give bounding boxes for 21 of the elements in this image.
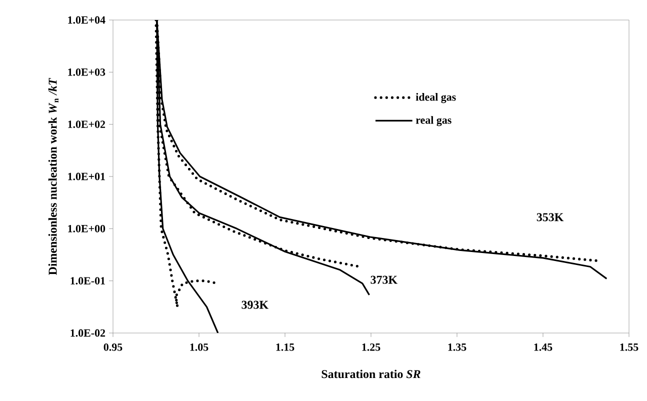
x-axis-title: Saturation ratio SR — [322, 370, 420, 378]
y-tick-label: 1.0E-02 — [70, 329, 106, 337]
y-tick-label: 1.0E+02 — [68, 120, 106, 128]
y-tick-label: 1.0E+01 — [68, 172, 105, 180]
x-tick-label: 1.15 — [276, 343, 294, 351]
x-tick-label: 1.55 — [620, 343, 638, 351]
x-tick-label: 1.45 — [534, 343, 552, 351]
y-tick-label: 1.0E+04 — [68, 16, 106, 24]
legend-label: ideal gas — [416, 93, 456, 104]
y-tick-label: 1.0E-01 — [70, 277, 105, 285]
y-tick-label: 1.0E+00 — [68, 224, 106, 232]
annotation: 393K — [242, 300, 268, 309]
x-tick-label: 0.95 — [104, 343, 122, 351]
annotation: 353K — [536, 213, 564, 222]
y-tick-label: 1.0E+03 — [68, 68, 106, 76]
legend-label: real gas — [416, 116, 452, 126]
y-axis-title: Dimensionless nucleation work W$_{n}$ /kT — [48, 78, 58, 275]
x-tick-label: 1.05 — [190, 343, 208, 351]
x-tick-label: 1.35 — [448, 343, 466, 351]
annotation: 373K — [370, 276, 398, 284]
x-tick-label: 1.25 — [362, 343, 380, 351]
